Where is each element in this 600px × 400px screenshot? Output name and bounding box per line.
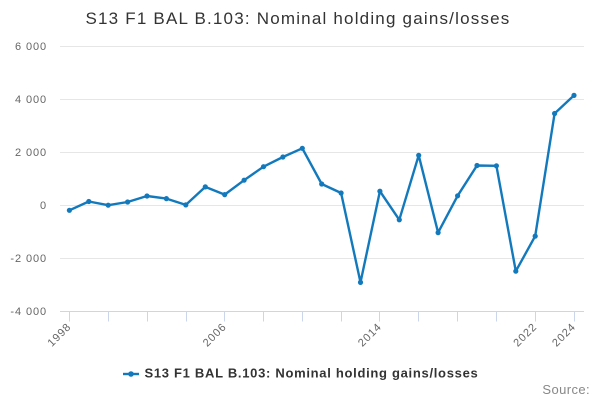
svg-text:-2 000: -2 000 [10, 253, 47, 265]
svg-text:6 000: 6 000 [15, 41, 47, 53]
svg-text:0: 0 [40, 200, 47, 212]
svg-text:2 000: 2 000 [15, 147, 47, 159]
svg-text:4 000: 4 000 [15, 94, 47, 106]
svg-text:S13 F1 BAL B.103: Nominal hold: S13 F1 BAL B.103: Nominal holding gains/… [85, 9, 510, 28]
svg-text:-4 000: -4 000 [10, 306, 47, 318]
svg-text:Source:: Source: [542, 382, 590, 397]
svg-text:S13 F1 BAL B.103: Nominal hold: S13 F1 BAL B.103: Nominal holding gains/… [145, 366, 479, 381]
